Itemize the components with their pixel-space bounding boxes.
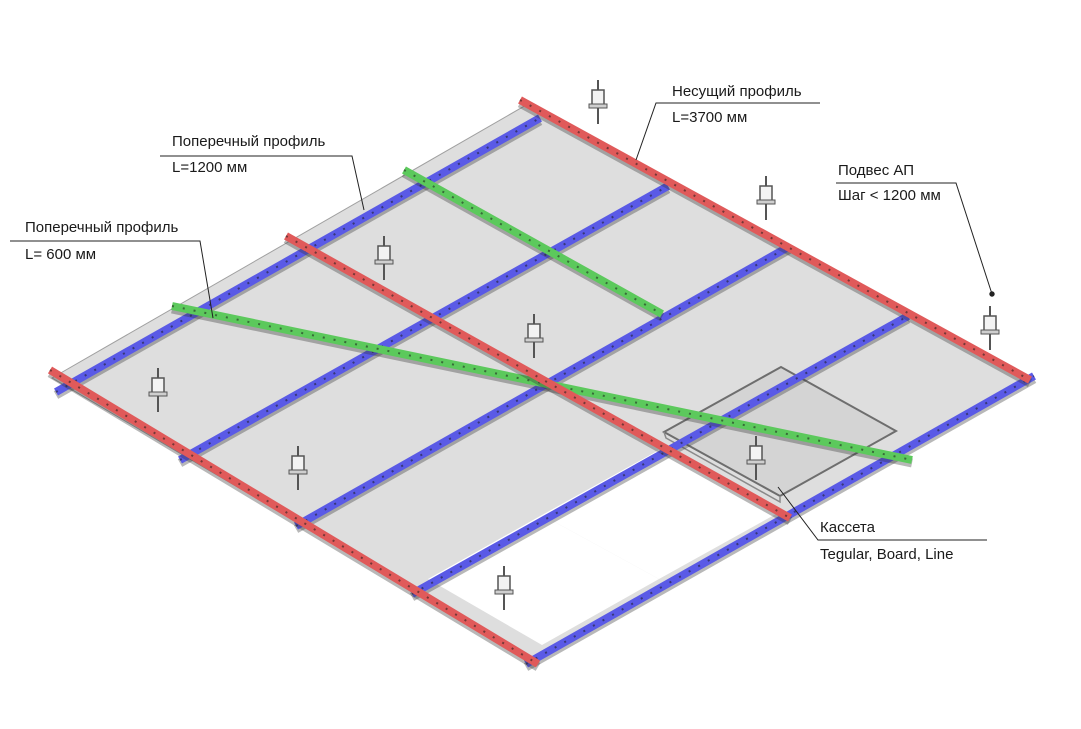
cross-profile-1200-2 <box>177 182 671 467</box>
cross-profile-600-length: L= 600 мм <box>25 246 96 263</box>
hanger-step: Шаг < 1200 мм <box>838 187 941 204</box>
leader-cassette <box>777 486 987 541</box>
hanger-8 <box>288 446 308 490</box>
hanger-2 <box>756 176 776 220</box>
main-profile-2 <box>283 232 793 525</box>
cross-profile-1200-title: Поперечный профиль <box>172 133 325 150</box>
leader-cross-600 <box>10 240 214 319</box>
opening-cell-1 <box>428 515 659 645</box>
annotations: Несущий профиль L=3700 мм Поперечный про… <box>25 83 953 563</box>
hanger-1 <box>588 80 608 124</box>
cross-profile-1200-1 <box>53 114 543 399</box>
cross-profile-600-title: Поперечный профиль <box>25 219 178 236</box>
hanger-title: Подвес АП <box>838 162 914 179</box>
main-profile-1 <box>517 96 1033 387</box>
cross-profile-1200-length: L=1200 мм <box>172 159 247 176</box>
main-profile-title: Несущий профиль <box>672 83 802 100</box>
main-profile-3 <box>47 366 541 671</box>
hangers <box>148 80 1000 610</box>
cassette-title: Кассета <box>820 519 876 536</box>
hanger-5 <box>524 314 544 358</box>
leader-lines <box>10 102 995 541</box>
main-profile-length: L=3700 мм <box>672 109 747 126</box>
leader-main-profile <box>635 102 820 161</box>
hanger-9 <box>494 566 514 610</box>
grid-profiles <box>47 96 1037 671</box>
cross-profile-1200-4 <box>409 312 911 601</box>
hanger-6 <box>148 368 168 412</box>
hanger-4 <box>980 306 1000 350</box>
leader-cross-1200 <box>160 155 365 211</box>
hanger-7 <box>746 436 766 480</box>
cross-profile-1200-5 <box>523 372 1037 671</box>
cross-profile-600-1 <box>401 166 665 321</box>
cassette-types: Tegular, Board, Line <box>820 546 953 563</box>
leader-hanger <box>836 182 993 295</box>
opening-cell-2 <box>542 450 776 579</box>
hanger-3 <box>374 236 394 280</box>
